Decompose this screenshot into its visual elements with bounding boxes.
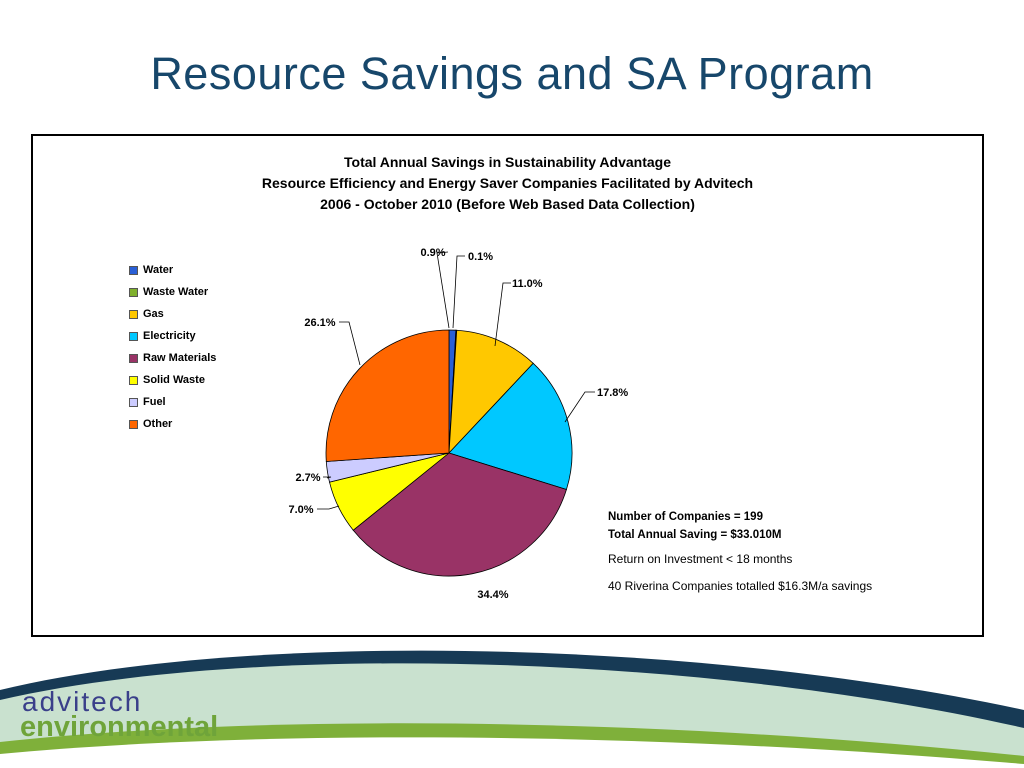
legend-swatch xyxy=(129,353,138,363)
leader-line xyxy=(339,321,361,366)
legend-item-fuel: Fuel xyxy=(129,391,216,413)
pie-slice-raw-materials xyxy=(352,452,567,577)
legend-swatch xyxy=(129,287,138,297)
legend-item-water: Water xyxy=(129,259,216,281)
legend-swatch xyxy=(129,419,138,429)
legend-item-other: Other xyxy=(129,413,216,435)
leader-line xyxy=(564,391,595,423)
legend-label: Solid Waste xyxy=(143,374,205,386)
data-label-raw-materials: 34.4% xyxy=(477,589,508,601)
pie-chart: 0.9% 0.1% 11.0% 17.8% 34.4% 7.0% 2.7% 26.1% xyxy=(288,247,628,601)
legend-item-waste-water: Waste Water xyxy=(129,281,216,303)
legend-label: Electricity xyxy=(143,330,196,342)
pie-slice-electricity xyxy=(448,362,573,491)
data-label-waste-water: 0.1% xyxy=(468,251,493,263)
leader-line xyxy=(317,505,340,510)
roi-note: Return on Investment < 18 months xyxy=(608,552,793,566)
legend-label: Other xyxy=(143,418,173,430)
pie-slice-gas xyxy=(448,329,534,455)
footer-swoosh xyxy=(0,650,1024,768)
footer-white-band xyxy=(0,737,1024,768)
legend-label: Waste Water xyxy=(143,286,209,298)
legend-swatch xyxy=(129,331,138,341)
pie-chart-panel: Total Annual Savings in Sustainability A… xyxy=(31,134,984,637)
legend-swatch xyxy=(129,375,138,385)
data-label-other: 26.1% xyxy=(304,317,335,329)
legend-item-electricity: Electricity xyxy=(129,325,216,347)
legend-item-raw-materials: Raw Materials xyxy=(129,347,216,369)
legend-swatch xyxy=(129,309,138,319)
leader-line xyxy=(452,255,465,329)
legend-item-solid-waste: Solid Waste xyxy=(129,369,216,391)
companies-count: Number of Companies = 199 xyxy=(608,511,763,523)
slide-title: Resource Savings and SA Program xyxy=(150,48,874,99)
leader-line xyxy=(494,282,511,347)
data-label-gas: 11.0% xyxy=(512,278,543,290)
legend-label: Gas xyxy=(143,308,164,320)
data-label-fuel: 2.7% xyxy=(295,472,320,484)
chart-legend: Water Waste Water Gas Electricity Raw Ma… xyxy=(129,259,216,435)
legend-label: Water xyxy=(143,264,174,276)
logo-environmental: environmental xyxy=(20,711,219,743)
riverina-note: 40 Riverina Companies totalled $16.3M/a … xyxy=(608,579,873,593)
legend-swatch xyxy=(129,397,138,407)
chart-title-line-2: Resource Efficiency and Energy Saver Com… xyxy=(261,175,754,191)
total-saving: Total Annual Saving = $33.010M xyxy=(608,529,782,541)
pie-slice-other xyxy=(325,329,450,462)
legend-swatch xyxy=(129,265,138,275)
chart-title: Total Annual Savings in Sustainability A… xyxy=(33,152,982,215)
legend-label: Fuel xyxy=(143,396,166,408)
legend-label: Raw Materials xyxy=(143,352,217,364)
logo-advitech: advitech xyxy=(22,686,143,717)
data-label-solid-waste: 7.0% xyxy=(288,504,313,516)
chart-title-line-1: Total Annual Savings in Sustainability A… xyxy=(344,154,671,170)
leader-line xyxy=(436,251,450,329)
data-label-electricity: 17.8% xyxy=(597,387,628,399)
legend-item-gas: Gas xyxy=(129,303,216,325)
data-label-water: 0.9% xyxy=(420,247,445,259)
leader-line xyxy=(323,476,332,479)
chart-title-line-3: 2006 - October 2010 (Before Web Based Da… xyxy=(320,196,695,212)
